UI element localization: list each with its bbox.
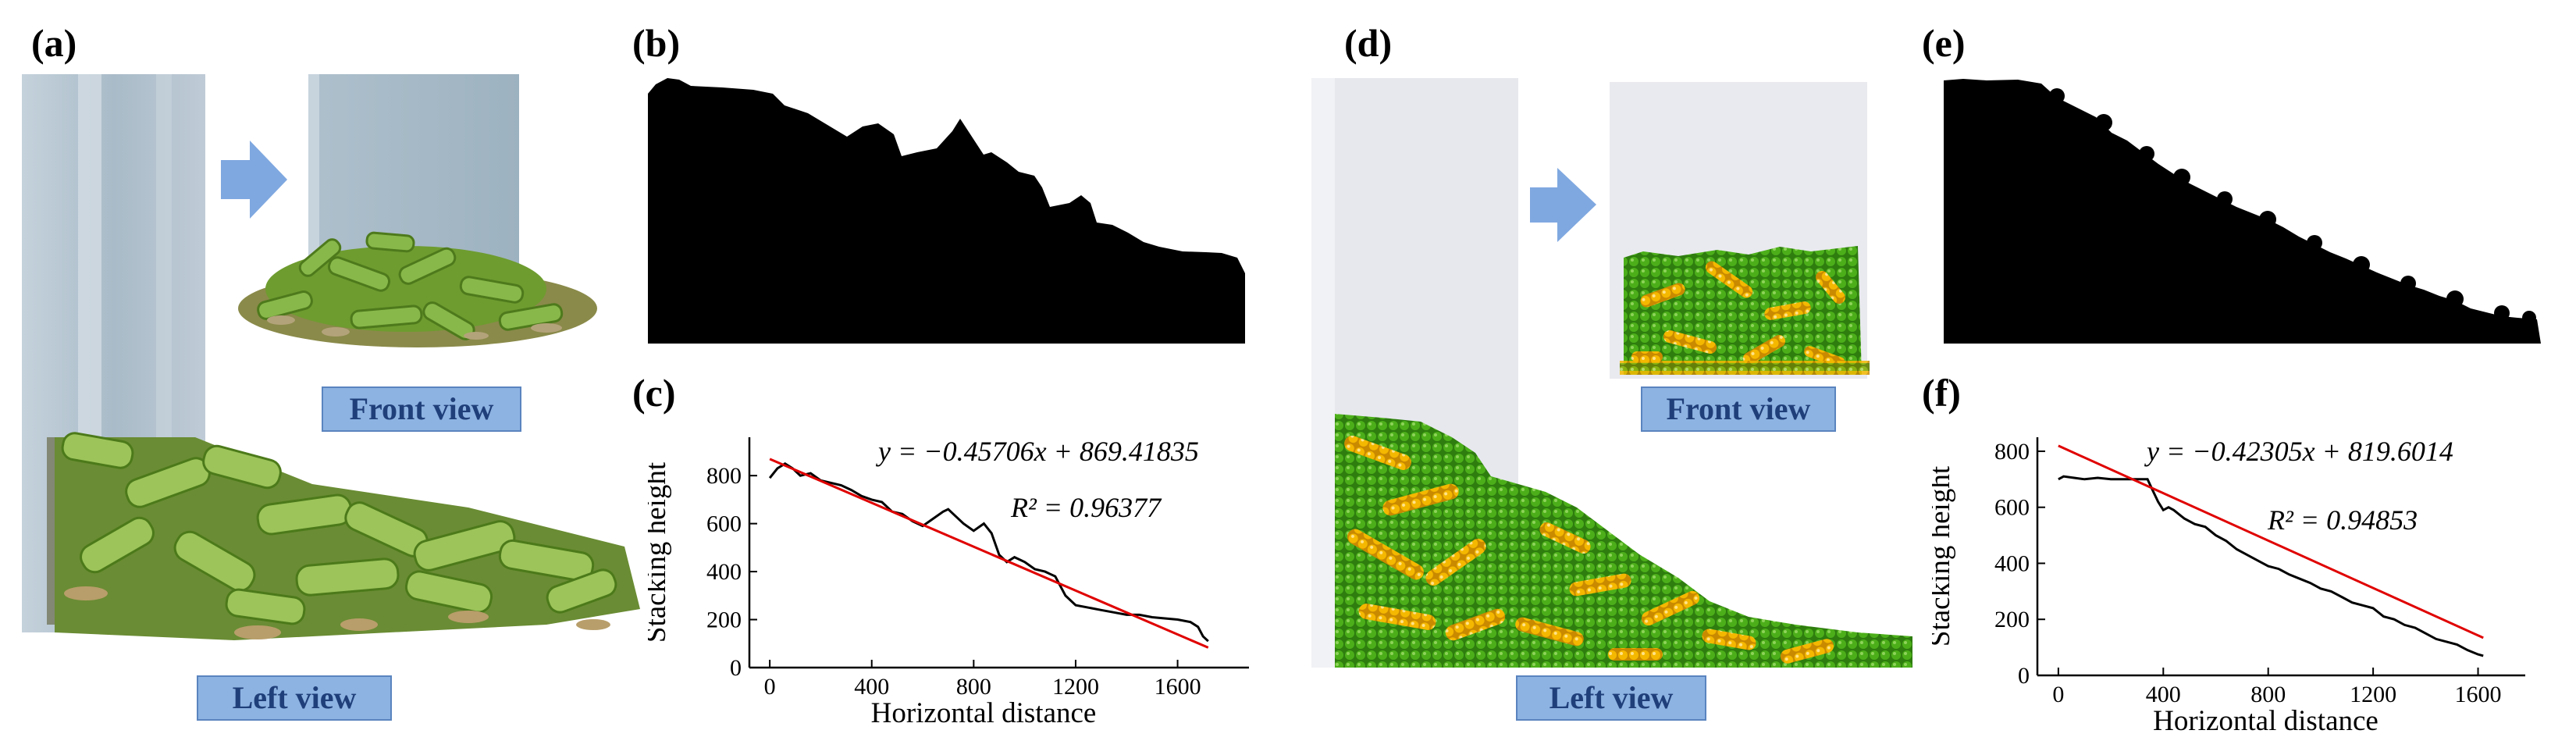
x-tick-label: 1200 — [1052, 674, 1099, 700]
x-tick-label: 1600 — [1155, 674, 1201, 700]
x-tick-label: 1200 — [2350, 682, 2396, 707]
panel-d-render — [1311, 78, 1912, 668]
x-axis-label: Horizontal distance — [871, 697, 1097, 729]
y-tick-label: 200 — [706, 607, 742, 633]
panel-a-front-view-label: Front view — [322, 386, 521, 432]
r-squared: R² = 0.96377 — [1010, 492, 1162, 523]
x-tick-label: 400 — [854, 674, 889, 700]
y-tick-label: 600 — [706, 511, 742, 537]
panel-d-letter: (d) — [1344, 21, 1393, 65]
y-axis-label: Stacking height — [648, 461, 672, 643]
y-axis-label: Stacking height — [1932, 465, 1956, 646]
x-tick-label: 800 — [956, 674, 991, 700]
front-stem-pile — [238, 231, 597, 347]
fit-line — [2058, 444, 2484, 639]
panel-c-letter: (c) — [632, 371, 676, 415]
x-tick-label: 1600 — [2455, 682, 2502, 707]
panel-a-left-view-label: Left view — [197, 675, 392, 721]
r-squared: R² = 0.94853 — [2267, 504, 2418, 536]
right-arrow-icon-d — [1530, 168, 1596, 242]
x-axis-label: Horizontal distance — [2153, 705, 2379, 737]
y-tick-label: 200 — [1994, 607, 2030, 632]
panel-a-letter: (a) — [31, 21, 77, 65]
fit-line — [769, 458, 1209, 649]
panel-e-letter: (e) — [1922, 21, 1966, 65]
y-tick-label: 0 — [730, 655, 742, 681]
panel-d-front-view-label: Front view — [1641, 386, 1836, 432]
fit-equation: y = −0.45706x + 869.41835 — [876, 436, 1199, 467]
panel-b-silhouette — [648, 78, 1245, 344]
right-arrow-icon — [221, 141, 287, 219]
x-tick-label: 400 — [2146, 682, 2181, 707]
panel-f-letter: (f) — [1922, 371, 1961, 415]
y-tick-label: 400 — [1994, 550, 2030, 576]
y-tick-label: 600 — [1994, 495, 2030, 521]
x-tick-label: 0 — [764, 674, 776, 700]
x-tick-label: 0 — [2052, 682, 2064, 707]
panel-a-photo — [22, 74, 640, 640]
left-stem-pile — [55, 432, 640, 640]
x-tick-label: 800 — [2250, 682, 2286, 707]
y-tick-label: 0 — [2018, 663, 2030, 689]
front-particle-block — [1620, 246, 1870, 375]
stacking-height-series — [2058, 475, 2484, 657]
y-tick-label: 800 — [1994, 439, 2030, 465]
fit-equation: y = −0.42305x + 819.6014 — [2144, 436, 2453, 467]
panel-b-letter: (b) — [632, 21, 681, 65]
left-particle-pile — [1335, 414, 1912, 668]
panel-d-left-view-label: Left view — [1516, 675, 1706, 721]
y-tick-label: 800 — [706, 463, 742, 489]
panel-e-silhouette — [1944, 79, 2541, 344]
y-tick-label: 400 — [706, 559, 742, 585]
